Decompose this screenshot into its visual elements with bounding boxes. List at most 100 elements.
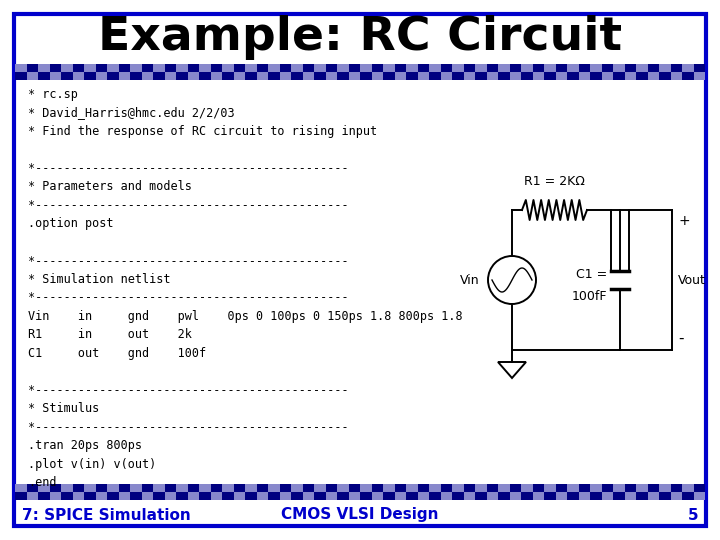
Bar — [84, 72, 96, 80]
Bar — [210, 64, 222, 72]
Bar — [176, 64, 187, 72]
Bar — [348, 72, 360, 80]
Bar — [544, 64, 556, 72]
Bar — [578, 492, 590, 500]
Bar — [142, 72, 153, 80]
Bar — [693, 492, 705, 500]
Bar — [682, 72, 693, 80]
Bar — [245, 72, 256, 80]
Bar — [487, 484, 498, 492]
Bar — [245, 484, 256, 492]
Bar — [233, 484, 245, 492]
Bar — [383, 64, 395, 72]
Bar — [429, 72, 441, 80]
Bar — [50, 492, 61, 500]
Bar — [406, 492, 418, 500]
Bar — [544, 492, 556, 500]
Bar — [153, 72, 164, 80]
Bar — [38, 492, 50, 500]
Bar — [73, 72, 84, 80]
Bar — [693, 484, 705, 492]
Bar — [130, 64, 142, 72]
Bar — [233, 64, 245, 72]
Bar — [245, 64, 256, 72]
Bar — [406, 64, 418, 72]
Text: * Find the response of RC circuit to rising input: * Find the response of RC circuit to ris… — [28, 125, 377, 138]
Bar — [337, 72, 348, 80]
Bar — [395, 72, 406, 80]
Bar — [578, 64, 590, 72]
Bar — [360, 72, 372, 80]
Bar — [222, 72, 233, 80]
Bar — [27, 64, 38, 72]
Bar — [601, 64, 613, 72]
Bar — [590, 64, 601, 72]
Bar — [256, 484, 268, 492]
Bar — [268, 64, 279, 72]
Bar — [291, 492, 302, 500]
Bar — [142, 484, 153, 492]
Bar — [268, 72, 279, 80]
Bar — [521, 484, 533, 492]
Bar — [659, 64, 670, 72]
Bar — [659, 72, 670, 80]
Bar — [325, 72, 337, 80]
Bar — [429, 492, 441, 500]
Text: CMOS VLSI Design: CMOS VLSI Design — [282, 508, 438, 523]
Bar — [222, 492, 233, 500]
Bar — [567, 484, 578, 492]
Text: .plot v(in) v(out): .plot v(in) v(out) — [28, 458, 156, 471]
Bar — [670, 72, 682, 80]
Text: C1     out    gnd    100f: C1 out gnd 100f — [28, 347, 206, 360]
Text: .end: .end — [28, 476, 56, 489]
Bar — [636, 484, 647, 492]
Bar — [61, 72, 73, 80]
Bar — [670, 492, 682, 500]
Bar — [187, 484, 199, 492]
Bar — [187, 492, 199, 500]
Text: R1 = 2KΩ: R1 = 2KΩ — [524, 175, 585, 188]
Bar — [475, 64, 487, 72]
Bar — [475, 72, 487, 80]
Bar — [325, 64, 337, 72]
Text: * Simulation netlist: * Simulation netlist — [28, 273, 171, 286]
Bar — [647, 72, 659, 80]
Bar — [337, 484, 348, 492]
Bar — [38, 64, 50, 72]
Bar — [544, 72, 556, 80]
Bar — [302, 492, 314, 500]
Bar — [624, 484, 636, 492]
Bar — [15, 64, 27, 72]
Bar — [84, 64, 96, 72]
Bar — [659, 484, 670, 492]
Bar — [96, 492, 107, 500]
Bar — [498, 72, 510, 80]
Bar — [682, 64, 693, 72]
Bar — [544, 484, 556, 492]
Bar — [348, 64, 360, 72]
Bar — [27, 484, 38, 492]
Bar — [348, 492, 360, 500]
Bar — [27, 72, 38, 80]
Bar — [199, 72, 210, 80]
Bar — [142, 64, 153, 72]
Bar — [533, 492, 544, 500]
Bar — [418, 64, 429, 72]
Bar — [119, 64, 130, 72]
Bar — [256, 72, 268, 80]
Bar — [613, 484, 624, 492]
Bar — [233, 492, 245, 500]
Bar — [670, 484, 682, 492]
Bar — [107, 484, 119, 492]
Bar — [498, 492, 510, 500]
Bar — [636, 64, 647, 72]
Bar — [268, 492, 279, 500]
Bar — [578, 72, 590, 80]
Text: * Parameters and models: * Parameters and models — [28, 180, 192, 193]
Text: *--------------------------------------------: *---------------------------------------… — [28, 421, 348, 434]
Bar — [119, 484, 130, 492]
Bar — [406, 484, 418, 492]
Text: Vin    in     gnd    pwl    0ps 0 100ps 0 150ps 1.8 800ps 1.8: Vin in gnd pwl 0ps 0 100ps 0 150ps 1.8 8… — [28, 310, 463, 323]
Bar — [291, 64, 302, 72]
Bar — [314, 492, 325, 500]
